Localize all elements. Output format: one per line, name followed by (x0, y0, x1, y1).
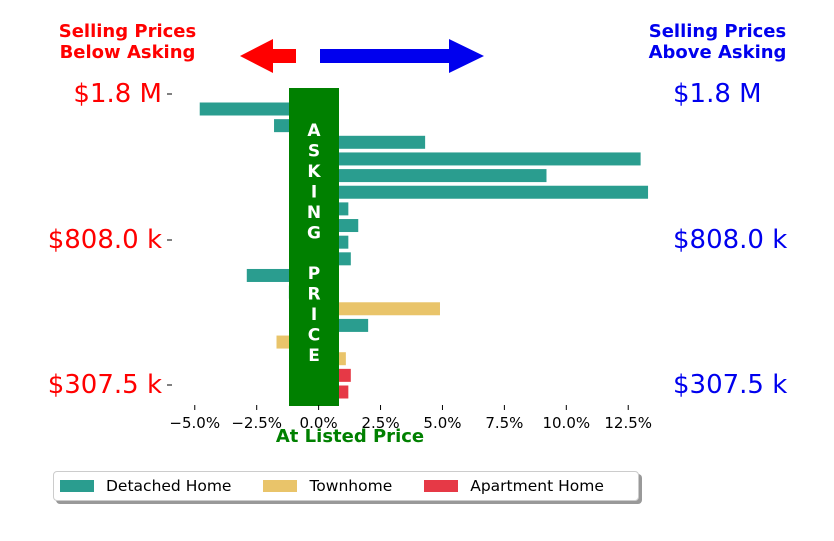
price-label-middle-right: $808.0 k (673, 225, 788, 255)
asking-letter-5: G (307, 224, 321, 244)
left-arrow-icon (240, 39, 296, 73)
legend-swatch-detached (60, 480, 94, 492)
x-tick-label-4: 5.0% (423, 414, 461, 432)
asking-letter-4: N (307, 203, 321, 223)
asking-letter-11: E (308, 346, 320, 366)
legend-item-detached: Detached Home (60, 477, 231, 495)
price-label-middle-left: $808.0 k (47, 225, 162, 255)
bar-0 (199, 102, 319, 116)
legend-label-detached: Detached Home (106, 477, 232, 495)
legend-swatch-apartment (424, 480, 459, 492)
price-label-bottom-left: $307.5 k (47, 370, 162, 400)
x-tick-label-5: 7.5% (485, 414, 523, 432)
legend-swatch-townhome (263, 480, 298, 492)
x-tick-label-0: −5.0% (169, 414, 220, 432)
asking-letter-0: A (307, 121, 321, 141)
price-label-top-left: $1.8 M (73, 79, 162, 109)
asking-letter-8: R (307, 285, 320, 305)
asking-letter-10: C (308, 326, 320, 346)
x-tick-label-7: 12.5% (604, 414, 652, 432)
asking-letter-3: I (311, 183, 317, 203)
legend-item-apartment: Apartment Home (424, 477, 604, 495)
asking-letter-1: S (308, 142, 320, 162)
bar-3 (318, 152, 641, 166)
x-tick-label-1: −2.5% (231, 414, 282, 432)
asking-price-band (289, 88, 339, 406)
chart-legend: Detached Home Townhome Apartment Home (53, 471, 639, 501)
at-listed-price-label: At Listed Price (275, 426, 425, 447)
above-asking-header: Selling Prices Above Asking (648, 21, 787, 63)
legend-label-townhome: Townhome (309, 477, 393, 495)
asking-letter-7: P (308, 264, 320, 284)
x-tick-label-3: 2.5% (361, 414, 399, 432)
price-label-bottom-right: $307.5 k (673, 370, 788, 400)
bar-5 (318, 185, 649, 199)
price-label-top-right: $1.8 M (673, 79, 762, 109)
below-asking-header: Selling Prices Below Asking (58, 21, 197, 63)
legend-item-townhome: Townhome (263, 477, 392, 495)
asking-letter-9: I (311, 305, 317, 325)
x-tick-label-2: 0.0% (300, 414, 338, 432)
bar-12 (318, 302, 440, 316)
x-tick-label-6: 10.0% (542, 414, 590, 432)
asking-letter-2: K (307, 162, 321, 182)
legend-label-apartment: Apartment Home (470, 477, 604, 495)
bar-4 (318, 169, 547, 183)
bar-2 (318, 135, 426, 149)
right-arrow-icon (320, 39, 484, 73)
